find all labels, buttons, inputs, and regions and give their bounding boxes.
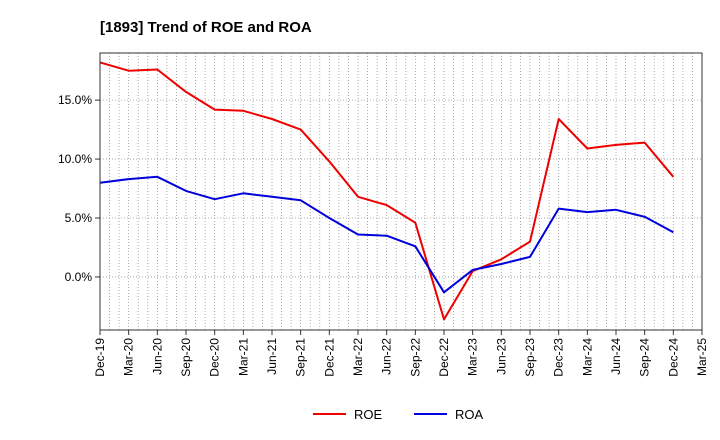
x-tick-label: Sep-21	[294, 338, 308, 377]
x-tick-label: Jun-20	[150, 338, 164, 375]
x-tick-label: Dec-24	[666, 338, 680, 377]
legend: ROE ROA	[313, 407, 484, 422]
x-tick-label: Mar-22	[351, 338, 365, 376]
x-tick-label: Sep-22	[408, 338, 422, 377]
series-line-roe	[99, 61, 675, 321]
y-tick-label: 5.0%	[65, 211, 93, 225]
x-tick-label: Mar-23	[466, 338, 480, 376]
x-tick-label: Sep-24	[638, 338, 652, 377]
legend-label-roa: ROA	[455, 407, 484, 422]
x-tick-label: Dec-21	[322, 338, 336, 377]
y-tick-label: 15.0%	[58, 93, 92, 107]
x-tick-label: Dec-19	[93, 338, 107, 377]
y-tick-label: 0.0%	[65, 270, 93, 284]
x-tick-label: Jun-23	[494, 338, 508, 375]
y-tick-label: 10.0%	[58, 152, 92, 166]
x-tick-label: Dec-23	[552, 338, 566, 377]
legend-label-roe: ROE	[354, 407, 383, 422]
x-tick-label: Jun-21	[265, 338, 279, 375]
x-tick-label: Mar-25	[695, 338, 709, 376]
x-tick-label: Dec-22	[437, 338, 451, 377]
grid	[99, 53, 703, 330]
series-lines	[99, 61, 675, 321]
series-line-roa	[99, 175, 674, 294]
axes: 0.0% 5.0% 10.0% 15.0% Dec-19 Mar-20 Jun-20 Sep-…	[58, 52, 709, 377]
x-tick-label: Dec-20	[208, 338, 222, 377]
x-tick-label: Sep-20	[179, 338, 193, 377]
x-tick-label: Sep-23	[523, 338, 537, 377]
x-tick-label: Mar-21	[236, 338, 250, 376]
x-tick-label: Mar-20	[122, 338, 136, 376]
plot-frame	[99, 52, 703, 331]
chart-title: [1893] Trend of ROE and ROA	[100, 19, 312, 36]
x-tick-label: Jun-24	[609, 338, 623, 375]
x-tick-label: Jun-22	[380, 338, 394, 375]
x-tick-label: Mar-24	[580, 338, 594, 376]
